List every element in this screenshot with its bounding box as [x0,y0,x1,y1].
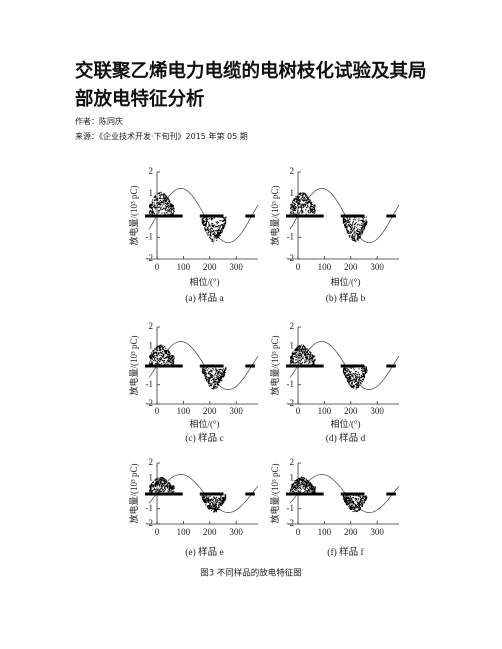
x-tick-label: 200 [344,406,358,416]
x-tick-label: 0 [296,406,301,416]
x-tick-label: 300 [370,262,384,272]
x-tick-label: 200 [344,262,358,272]
y-axis-label: 放电量/(10³ pC) [269,186,280,246]
x-tick-label: 300 [229,527,243,537]
y-tick-label: -2 [146,253,154,263]
zero-band [386,364,396,368]
y-axis-label: 放电量/(10³ pC) [269,336,280,396]
x-tick-label: 300 [370,527,384,537]
x-tick-label: 300 [370,406,384,416]
x-tick-label: 100 [177,406,191,416]
reference-curve [148,474,259,513]
zero-band [145,214,183,218]
discharge-cloud [290,344,368,390]
x-tick-label: 200 [203,406,217,416]
y-axis-label: 放电量/(10³ pC) [128,336,139,396]
zero-band [145,364,183,368]
y-tick-label: -2 [287,398,295,408]
y-tick-label: -2 [287,253,295,263]
y-tick-label: 2 [149,457,154,467]
y-tick-label: 2 [290,166,295,176]
y-tick-label: -2 [146,518,154,528]
panel-caption: (c) 样品 c [185,432,224,444]
author: 作者：陈同庆 [75,117,123,126]
panel-caption: (e) 样品 e [185,546,224,558]
x-tick-label: 200 [344,527,358,537]
x-axis-label: 相位/(°) [189,276,219,287]
y-tick-label: 1 [149,340,154,350]
zero-band [199,364,224,368]
source: 来源：《企业技术开发·下旬刊》2015 年第 05 期 [75,132,248,141]
x-axis-label: 相位/(°) [330,418,360,429]
x-axis-label: 相位/(°) [189,418,219,429]
y-tick-label: -1 [287,231,295,241]
figure-caption: 图3 不同样品的放电特征图 [200,568,302,579]
x-tick-label: 100 [177,527,191,537]
y-tick-label: 2 [149,321,154,331]
panel-caption: (b) 样品 b [326,292,366,304]
y-tick-label: -1 [146,503,154,513]
zero-band [340,364,365,368]
discharge-cloud [149,191,227,243]
title: 交联聚乙烯电力电缆的电树枝化试验及其局部放电特征分析 [75,61,427,110]
discharge-cloud [149,476,227,513]
y-tick-label: 1 [149,188,154,198]
zero-band [199,214,224,218]
zero-band [245,492,255,496]
y-tick-label: 1 [290,188,295,198]
x-tick-label: 100 [318,262,332,272]
discharge-cloud [290,192,368,242]
y-tick-label: -1 [287,379,295,389]
y-tick-label: 2 [290,457,295,467]
x-tick-label: 200 [203,262,217,272]
zero-band [386,214,396,218]
zero-band [245,364,255,368]
discharge-cloud [290,476,368,513]
zero-band [145,492,183,496]
zero-band [386,492,396,496]
y-axis-label: 放电量/(10³ pC) [269,464,280,524]
zero-band [245,214,255,218]
x-tick-label: 300 [229,262,243,272]
y-axis-label: 放电量/(10³ pC) [128,464,139,524]
x-tick-label: 0 [296,527,301,537]
discharge-cloud [149,344,227,390]
panel-caption: (d) 样品 d [326,432,366,444]
y-tick-label: 2 [149,166,154,176]
zero-band [286,364,324,368]
x-tick-label: 0 [155,262,160,272]
y-tick-label: -2 [287,518,295,528]
y-axis-label: 放电量/(10³ pC) [128,186,139,246]
x-tick-label: 300 [229,406,243,416]
x-tick-label: 0 [155,406,160,416]
zero-band [286,492,324,496]
x-tick-label: 0 [296,262,301,272]
x-axis-label: 相位/(°) [330,276,360,287]
y-tick-label: 2 [290,321,295,331]
panel-caption: (f) 样品 f [327,546,364,558]
x-tick-label: 0 [155,527,160,537]
x-tick-label: 200 [203,527,217,537]
y-tick-label: -1 [146,231,154,241]
x-tick-label: 100 [318,527,332,537]
y-tick-label: 1 [290,340,295,350]
x-tick-label: 100 [318,406,332,416]
y-tick-label: -1 [287,503,295,513]
zero-band [340,214,365,218]
panel-caption: (a) 样品 a [185,292,224,304]
zero-band [340,492,365,496]
y-tick-label: -1 [146,379,154,389]
zero-band [199,492,224,496]
y-tick-label: -2 [146,398,154,408]
x-tick-label: 100 [177,262,191,272]
y-tick-label: 1 [290,472,295,482]
y-tick-label: 1 [149,472,154,482]
